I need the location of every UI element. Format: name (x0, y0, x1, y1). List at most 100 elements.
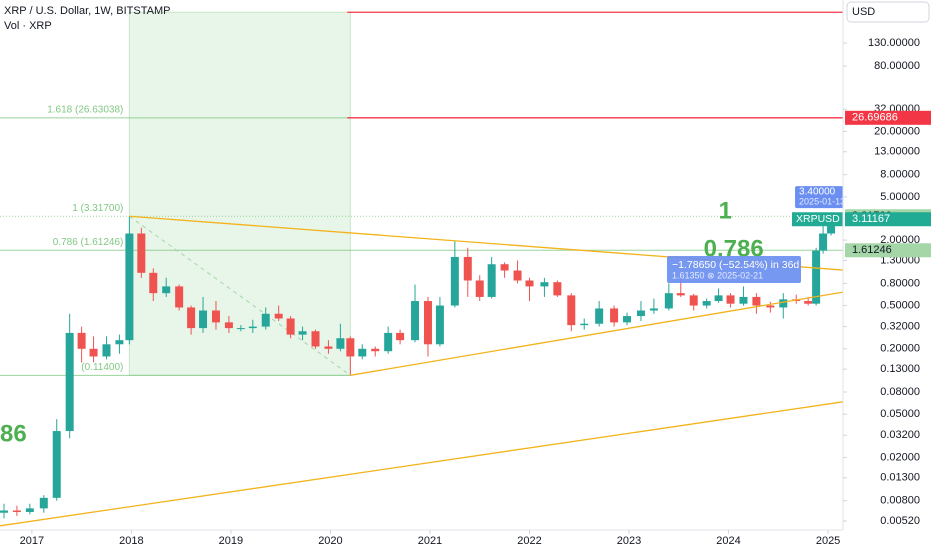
y-tick-label: 13.00000 (874, 146, 920, 158)
candle-body (65, 332, 74, 432)
y-tick-label: 0.00520 (880, 515, 920, 527)
y-tick-label: 2.00000 (880, 234, 920, 246)
candle-body (595, 308, 604, 324)
x-tick-label: 2020 (318, 535, 342, 547)
price-label-box (845, 212, 931, 227)
candle-body (137, 233, 146, 273)
plot-area: 1.618 (26.63038) 1 (3.31700) 0.786 (1.6124… (0, 11, 858, 527)
candle-body (336, 338, 345, 349)
symbol-label-box (792, 212, 843, 227)
measure-high-box (795, 186, 858, 209)
candle-body (423, 301, 432, 345)
candle-body (384, 332, 393, 352)
candle-body (487, 264, 496, 297)
candle-body (819, 233, 828, 251)
candle-body (766, 305, 775, 308)
measure-target: 1.61350 ⊗ 2025-02-21 (672, 270, 763, 280)
candle-body (804, 301, 813, 304)
y-tick-label: 0.01300 (880, 472, 920, 484)
y-tick-label: 80.00000 (874, 60, 920, 72)
x-tick-label: 2024 (716, 535, 740, 547)
trendline (0, 401, 844, 527)
y-tick-label: 20.00000 (874, 125, 920, 137)
candle-body (500, 264, 509, 271)
candle-body (187, 307, 196, 329)
currency-box[interactable] (846, 1, 930, 23)
candle-body (463, 256, 472, 281)
candle-body (125, 233, 134, 341)
candle-body (89, 348, 98, 357)
candle-body (513, 270, 522, 281)
y-tick-label: 0.05000 (880, 408, 920, 420)
price-label-box (845, 110, 931, 125)
candle-body (224, 322, 233, 329)
candle-body (411, 301, 420, 341)
candle-body (199, 310, 208, 329)
y-tick-label: 8.00000 (880, 169, 920, 181)
candle-body (553, 282, 562, 296)
axis-panel (843, 0, 932, 550)
candle-body (52, 431, 61, 498)
measure-change: −1.78650 (−52.54%) in 36d (672, 259, 799, 271)
y-tick-label: 0.08000 (880, 386, 920, 398)
candle-body (779, 299, 788, 308)
measure-box (667, 256, 801, 283)
currency[interactable]: USD (852, 6, 875, 18)
y-tick-label: 130.00000 (868, 37, 920, 49)
candle-body (261, 313, 270, 327)
price-label: 3.11167 (852, 213, 890, 225)
candle-body (689, 295, 698, 306)
candle-body (540, 282, 549, 287)
candle-body (298, 331, 307, 335)
y-tick-label: 0.00800 (880, 495, 920, 507)
candle-body (274, 313, 283, 319)
x-tick-label: 2019 (219, 535, 243, 547)
candle-body (39, 497, 48, 509)
candle-body (726, 295, 735, 304)
candle-body (324, 346, 333, 349)
y-tick-label: 0.50000 (880, 299, 920, 311)
candle-body (714, 295, 723, 302)
candle-body (450, 256, 459, 306)
candle-body (175, 286, 184, 308)
y-tick-label: 0.32000 (880, 321, 920, 333)
candle-body (567, 295, 576, 326)
candle-body (371, 348, 380, 352)
y-tick-label: 0.80000 (880, 277, 920, 289)
candle-body (610, 308, 619, 323)
chart-title: XRP / U.S. Dollar, 1W, BITSTAMP (4, 5, 170, 17)
candle-body (211, 310, 220, 323)
candle-body (115, 340, 124, 345)
fib-label: 1.618 (26.63038) (47, 105, 123, 116)
x-tick-label: 2025 (816, 535, 840, 547)
candle-body (649, 308, 658, 311)
y-tick-label: 0.13000 (880, 363, 920, 375)
big-label: 86 (0, 421, 27, 448)
candle-body (812, 250, 821, 304)
price-label: 1.61246 (852, 244, 892, 256)
fib-label: 0.786 (1.61246) (53, 237, 124, 248)
candle-body (396, 332, 405, 341)
candle-body (752, 296, 761, 306)
measure-high-price: 3.40000 (799, 187, 836, 198)
fib-label: (0.11400) (81, 362, 123, 373)
fib-diagonal (129, 215, 351, 376)
y-tick-label: 0.20000 (880, 343, 920, 355)
y-tick-label: 5.00000 (880, 191, 920, 203)
y-tick-label: 0.03200 (880, 429, 920, 441)
candle-body (676, 293, 685, 296)
candle-body (346, 338, 355, 357)
candle-body (149, 272, 158, 294)
candle-body (102, 344, 111, 357)
chart-subtitle: Vol · XRP (4, 20, 52, 32)
candle-body (525, 280, 534, 287)
candle-body (286, 318, 295, 335)
candle-body (435, 305, 444, 345)
candle-body (739, 296, 748, 304)
candle-body (664, 293, 673, 309)
candle-body (12, 510, 21, 512)
x-tick-label: 2018 (119, 535, 143, 547)
y-tick-label: 1.30000 (880, 254, 920, 266)
